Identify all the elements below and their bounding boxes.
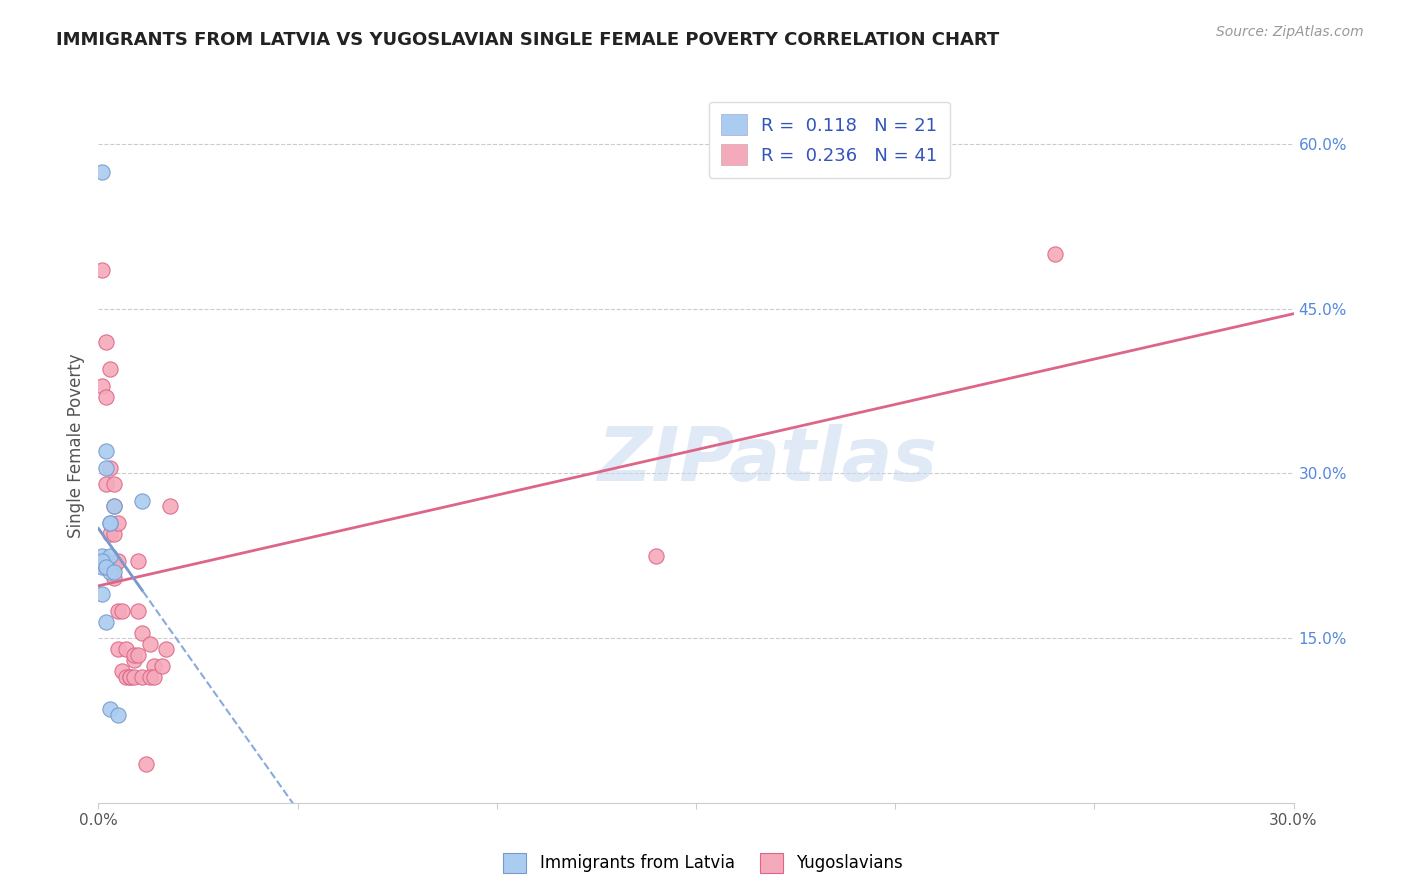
Point [155,642,177,657]
Point [124,669,146,683]
Point [91,263,114,277]
Point [98,702,122,716]
Point [98,516,122,530]
Point [103,566,125,580]
Point [91,554,114,568]
Point [96,444,118,458]
Point [645,549,668,563]
Point [143,669,166,683]
Point [91,164,114,178]
Point [96,477,118,491]
Point [103,571,125,585]
Point [91,378,114,392]
Point [115,642,138,657]
Point [120,669,142,683]
Text: ZIPatlas: ZIPatlas [598,424,938,497]
Point [107,516,129,530]
Point [107,708,129,723]
Text: IMMIGRANTS FROM LATVIA VS YUGOSLAVIAN SINGLE FEMALE POVERTY CORRELATION CHART: IMMIGRANTS FROM LATVIA VS YUGOSLAVIAN SI… [56,31,1000,49]
Legend: Immigrants from Latvia, Yugoslavians: Immigrants from Latvia, Yugoslavians [496,847,910,880]
Point [107,554,129,568]
Point [103,526,125,541]
Point [103,477,125,491]
Point [103,559,125,574]
Point [115,669,138,683]
Point [131,669,153,683]
Point [131,494,153,508]
Point [135,757,157,772]
Point [127,648,149,662]
Point [124,653,146,667]
Point [111,664,134,678]
Point [103,500,125,514]
Point [96,390,118,404]
Point [96,334,118,349]
Point [96,461,118,475]
Point [98,516,122,530]
Legend: R =  0.118   N = 21, R =  0.236   N = 41: R = 0.118 N = 21, R = 0.236 N = 41 [709,102,950,178]
Point [127,554,149,568]
Point [103,500,125,514]
Point [111,604,134,618]
Point [159,500,181,514]
Point [96,559,118,574]
Point [96,559,118,574]
Point [98,461,122,475]
Point [1043,247,1066,261]
Point [96,615,118,629]
Point [107,604,129,618]
Point [150,658,173,673]
Point [131,625,153,640]
Point [139,637,162,651]
Point [124,648,146,662]
Point [91,587,114,601]
Point [96,554,118,568]
Point [127,604,149,618]
Point [98,526,122,541]
Point [107,642,129,657]
Point [98,566,122,580]
Point [120,669,142,683]
Text: Source: ZipAtlas.com: Source: ZipAtlas.com [1216,25,1364,39]
Point [96,554,118,568]
Point [98,362,122,376]
Point [98,549,122,563]
Point [91,549,114,563]
Point [143,658,166,673]
Y-axis label: Single Female Poverty: Single Female Poverty [66,354,84,538]
Point [91,559,114,574]
Point [139,669,162,683]
